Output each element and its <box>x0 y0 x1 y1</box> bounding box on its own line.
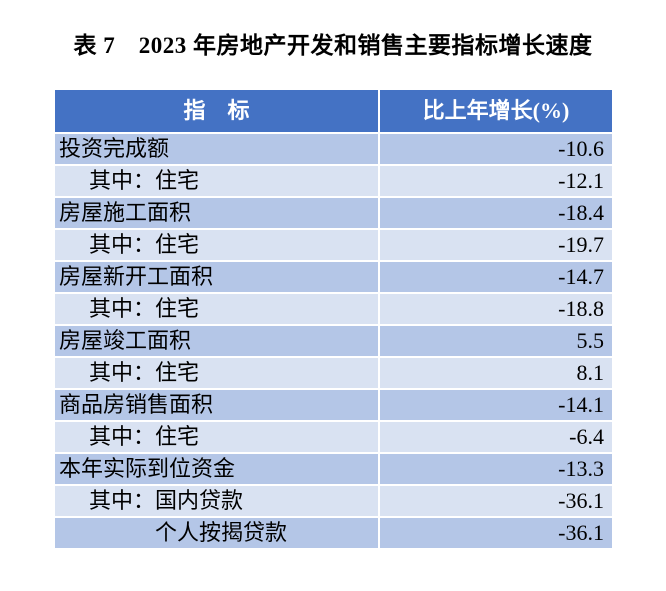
table-row: 房屋施工面积 -18.4 <box>55 198 612 228</box>
table-row: 商品房销售面积 -14.1 <box>55 390 612 420</box>
row-value: -14.7 <box>380 262 612 292</box>
row-label: 本年实际到位资金 <box>55 454 378 484</box>
row-label: 房屋施工面积 <box>55 198 378 228</box>
row-value: -36.1 <box>380 486 612 516</box>
table-row: 其中：住宅 -18.8 <box>55 294 612 324</box>
table-row: 房屋新开工面积 -14.7 <box>55 262 612 292</box>
row-label: 房屋竣工面积 <box>55 326 378 356</box>
row-value: 5.5 <box>380 326 612 356</box>
row-value: -6.4 <box>380 422 612 452</box>
table-row: 其中：住宅 -12.1 <box>55 166 612 196</box>
row-label: 其中：住宅 <box>55 422 378 452</box>
table-row: 其中：国内贷款 -36.1 <box>55 486 612 516</box>
row-value: -18.8 <box>380 294 612 324</box>
row-label: 个人按揭贷款 <box>55 518 378 548</box>
row-value: 8.1 <box>380 358 612 388</box>
table-row: 个人按揭贷款 -36.1 <box>55 518 612 548</box>
indicators-table: 指 标 比上年增长(%) 投资完成额 -10.6 其中：住宅 -12.1 房屋施… <box>55 90 612 548</box>
row-label: 其中：住宅 <box>55 230 378 260</box>
table-row: 其中：住宅 -19.7 <box>55 230 612 260</box>
column-header-growth: 比上年增长(%) <box>380 90 612 132</box>
row-label: 房屋新开工面积 <box>55 262 378 292</box>
table-row: 房屋竣工面积 5.5 <box>55 326 612 356</box>
row-label: 其中：住宅 <box>55 358 378 388</box>
row-value: -14.1 <box>380 390 612 420</box>
row-value: -36.1 <box>380 518 612 548</box>
table-row: 投资完成额 -10.6 <box>55 134 612 164</box>
row-label: 其中：国内贷款 <box>55 486 378 516</box>
table-caption: 表 7 2023 年房地产开发和销售主要指标增长速度 <box>73 33 593 58</box>
row-value: -18.4 <box>380 198 612 228</box>
table-row: 其中：住宅 8.1 <box>55 358 612 388</box>
row-label: 其中：住宅 <box>55 166 378 196</box>
row-label: 商品房销售面积 <box>55 390 378 420</box>
table-row: 本年实际到位资金 -13.3 <box>55 454 612 484</box>
table-header-row: 指 标 比上年增长(%) <box>55 90 612 132</box>
row-label: 其中：住宅 <box>55 294 378 324</box>
column-header-indicator: 指 标 <box>55 90 378 132</box>
row-value: -13.3 <box>380 454 612 484</box>
row-value: -19.7 <box>380 230 612 260</box>
table-row: 其中：住宅 -6.4 <box>55 422 612 452</box>
row-label: 投资完成额 <box>55 134 378 164</box>
row-value: -10.6 <box>380 134 612 164</box>
row-value: -12.1 <box>380 166 612 196</box>
